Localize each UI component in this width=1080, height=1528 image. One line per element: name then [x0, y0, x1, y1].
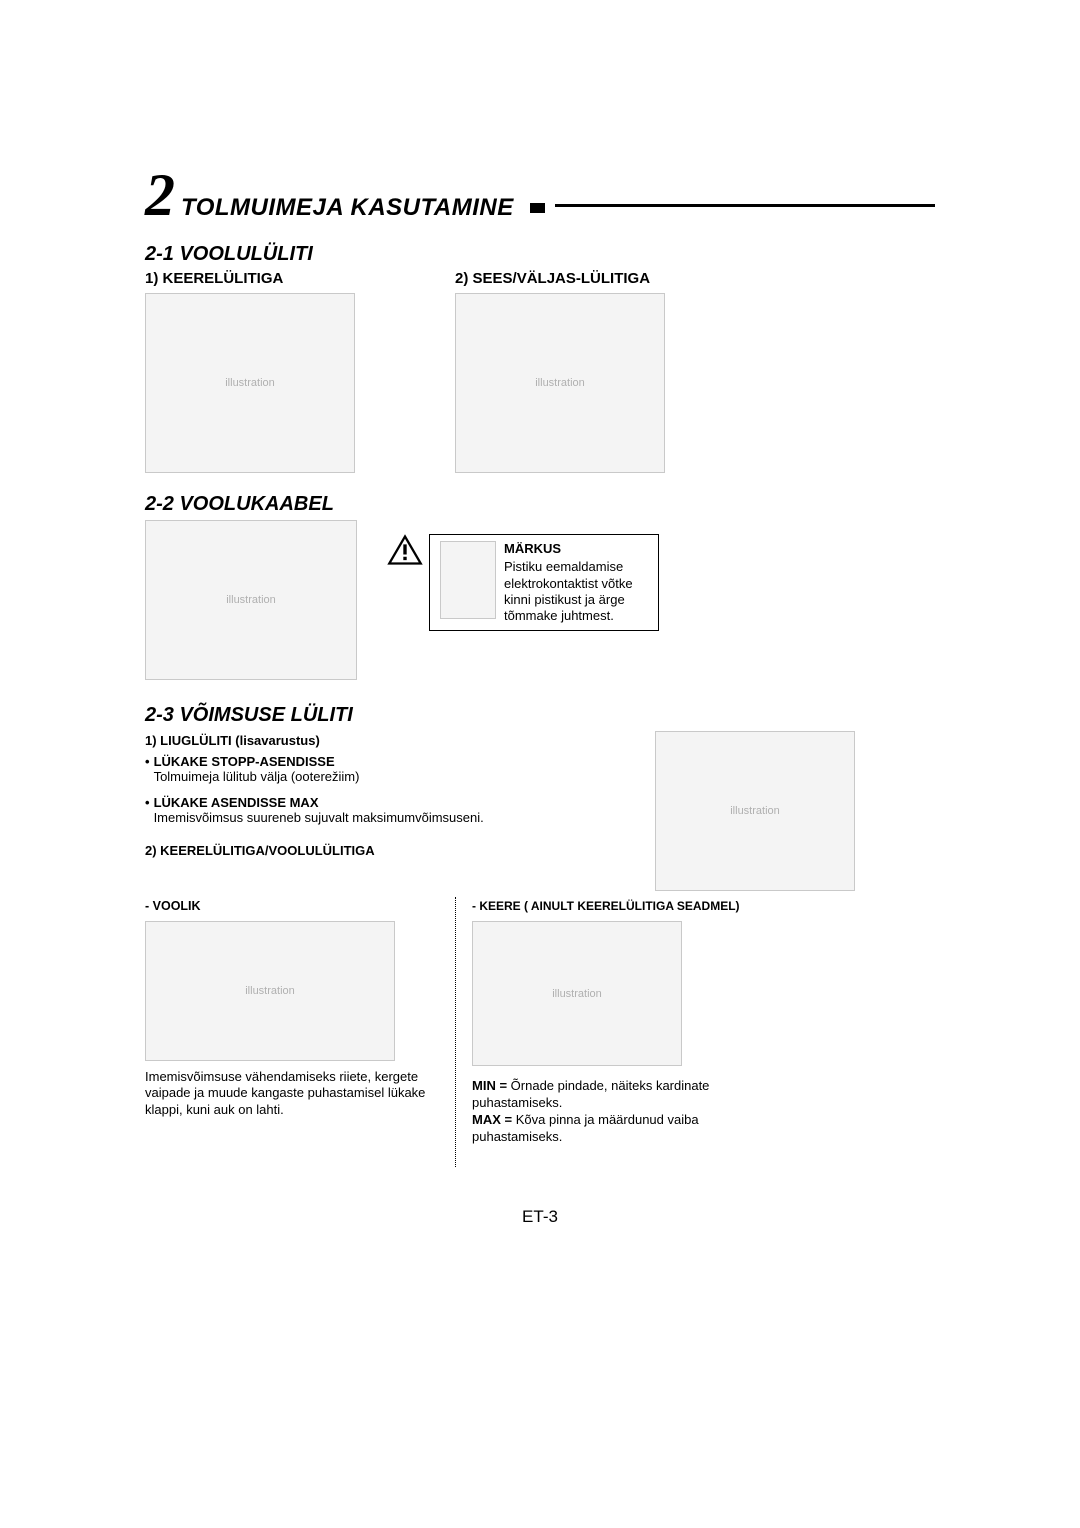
s23-b2-body: Imemisvõimsus suureneb sujuvalt maksimum… [154, 810, 484, 826]
note-body: Pistiku eemaldamise elektrokontaktist võ… [504, 559, 633, 623]
colB-label: - KEERE ( AINULT KEERELÜLITIGA SEADMEL) [472, 899, 792, 913]
vacuum-cord-illustration: illustration [145, 520, 357, 680]
s21-option2-heading: 2) SEES/VÄLJAS-LÜLITIGA [455, 270, 765, 287]
s23-h2: 2) KEERELÜLITIGA/VOOLULÜLITIGA [145, 843, 655, 858]
chapter-rule-thick [530, 203, 545, 213]
note-box: MÄRKUS Pistiku eemaldamise elektrokontak… [429, 534, 659, 631]
vacuum-rotary-switch-illustration: illustration [145, 293, 355, 473]
rotary-dial-illustration: illustration [472, 921, 682, 1066]
handle-slide-illustration: illustration [655, 731, 855, 891]
max-definition: MAX = Kõva pinna ja määrdunud vaiba puha… [472, 1112, 792, 1146]
chapter-heading: 2 TOLMUIMEJA KASUTAMINE [145, 165, 935, 225]
section-2-3-title: 2-3 VÕIMSUSE LÜLITI [145, 704, 935, 727]
section-2-1-title: 2-1 VOOLULÜLITI [145, 243, 935, 266]
s21-option1-heading: 1) KEERELÜLITIGA [145, 270, 455, 287]
hose-flap-illustration: illustration [145, 921, 395, 1061]
section-2-2-title: 2-2 VOOLUKAABEL [145, 493, 935, 516]
note-label: MÄRKUS [504, 541, 648, 557]
vacuum-onoff-switch-illustration: illustration [455, 293, 665, 473]
page-number: ET-3 [145, 1207, 935, 1227]
min-definition: MIN = Õrnade pindade, näiteks kardinate … [472, 1078, 792, 1112]
min-body: Õrnade pindade, näiteks kardinate puhast… [472, 1078, 709, 1110]
note-container: MÄRKUS Pistiku eemaldamise elektrokontak… [387, 534, 659, 631]
chapter-title: TOLMUIMEJA KASUTAMINE [181, 194, 514, 222]
s23-b1-body: Tolmuimeja lülitub välja (ooterežiim) [154, 769, 360, 785]
s23-b2-label: LÜKAKE ASENDISSE MAX [154, 795, 484, 810]
chapter-number: 2 [145, 165, 175, 225]
bullet-dot: • [145, 754, 150, 769]
warning-icon [387, 534, 423, 566]
column-divider [455, 897, 456, 1167]
colA-body: Imemisvõimsuse vähendamiseks riiete, ker… [145, 1069, 435, 1118]
min-label: MIN = [472, 1078, 507, 1093]
bullet-dot: • [145, 795, 150, 810]
max-label: MAX = [472, 1112, 512, 1127]
colA-label: - VOOLIK [145, 899, 435, 913]
s23-b1-label: LÜKAKE STOPP-ASENDISSE [154, 754, 360, 769]
chapter-rule-line [555, 204, 935, 207]
s23-h1: 1) LIUGLÜLITI (lisavarustus) [145, 733, 655, 748]
plug-illustration [440, 541, 496, 619]
section-2-1-row: 1) KEERELÜLITIGA illustration 2) SEES/VÄ… [145, 270, 935, 473]
